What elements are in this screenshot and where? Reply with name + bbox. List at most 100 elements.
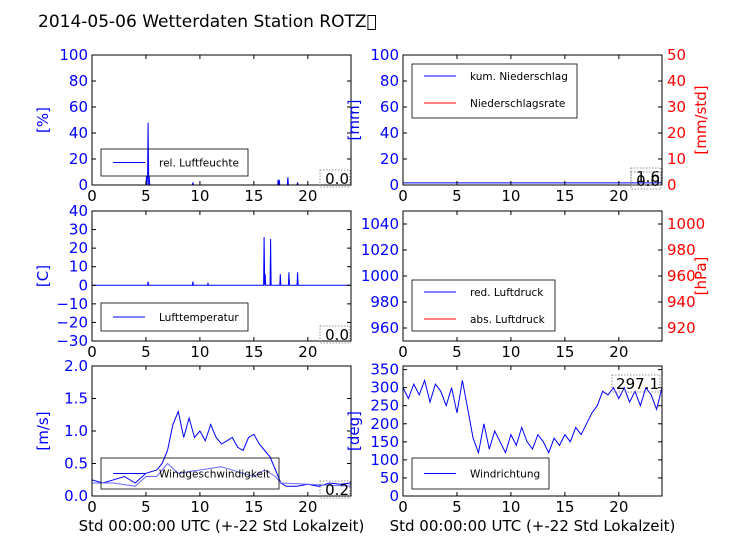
y-axis-label: [%]	[34, 107, 52, 133]
value-box-frame	[630, 167, 662, 186]
x-tick-label: 20	[298, 343, 317, 361]
x-tick-label: 15	[555, 498, 574, 516]
x-tick-label: 20	[298, 498, 317, 516]
y-tick-label: 200	[370, 415, 399, 433]
y2-tick-label: 0	[667, 176, 677, 194]
x-axis-label: Std 00:00:00 UTC (+-22 Std Lokalzeit)	[79, 517, 365, 535]
value-box-rate: 0.0	[636, 172, 660, 190]
y-tick-label: 2.0	[64, 357, 88, 375]
panel-precipitation: 0 5 10 15 20 0 20 40 60 80 100 0 10 20 30 40 50 [mm] [mm/s…	[345, 46, 710, 205]
x-tick-label: 20	[609, 187, 628, 205]
legend-label: Niederschlagsrate	[470, 98, 565, 110]
legend-box	[100, 457, 280, 490]
axes-frame	[91, 210, 352, 342]
x-tick-label: 5	[452, 498, 462, 516]
y-tick-label: 0	[389, 487, 399, 505]
y-tick-label: 20	[380, 150, 399, 168]
y2-tick-label: 50	[667, 46, 686, 64]
y-tick-label: 40	[380, 124, 399, 142]
x-tick-label: 10	[501, 187, 520, 205]
legend-label: kum. Niederschlag	[470, 71, 568, 83]
y2-tick-label: 10	[667, 150, 686, 168]
x-tick-label: 15	[244, 187, 263, 205]
value-box: 0.0	[325, 170, 349, 188]
y-axis-label: [mm]	[345, 100, 363, 141]
series-wind_speed-0	[92, 409, 351, 487]
x-tick-label: 10	[190, 343, 209, 361]
figure-title: 2014-05-06 Wetterdaten Station ROTZ 	[38, 12, 377, 32]
x-tick-label: 10	[501, 498, 520, 516]
value-box-frame	[611, 374, 661, 393]
axes-frame	[402, 365, 663, 497]
x-tick-label: 0	[87, 498, 97, 516]
y-tick-label: 20	[69, 150, 88, 168]
legend-label: Lufttemperatur	[159, 312, 239, 324]
y-tick-label: 40	[69, 124, 88, 142]
y-tick-label: 10	[69, 258, 88, 276]
axes-frame	[402, 54, 663, 186]
y-tick-label: 30	[69, 221, 88, 239]
y-tick-label: 100	[59, 46, 88, 64]
x-tick-label: 10	[190, 498, 209, 516]
x-tick-label: 15	[244, 498, 263, 516]
x-tick-label: 0	[87, 343, 97, 361]
y-tick-label: 100	[370, 451, 399, 469]
y2-tick-label: 30	[667, 98, 686, 116]
x-tick-label: 15	[244, 343, 263, 361]
y-tick-label: 350	[370, 361, 399, 379]
x-tick-label: 0	[398, 187, 408, 205]
y-tick-label: 1000	[361, 267, 399, 285]
series-temperature-0	[92, 236, 351, 286]
panel-humidity: 0 5 10 15 20 0 20 40 60 80 100 [%] rel. Luftfeuchte 0…	[34, 46, 352, 205]
y-tick-label: −20	[56, 313, 88, 331]
y2-tick-label: 980	[667, 241, 696, 259]
panel-pressure: 0 5 10 15 20 960 980 1000 1020 1040 920 940 960 980 10…	[361, 210, 710, 361]
x-tick-label: 15	[555, 343, 574, 361]
y-tick-label: 0.0	[64, 487, 88, 505]
x-axis-label: Std 00:00:00 UTC (+-22 Std Lokalzeit)	[390, 517, 676, 535]
x-tick-label: 0	[398, 343, 408, 361]
y-axis-label: [deg]	[345, 411, 363, 451]
y-tick-label: 20	[69, 239, 88, 257]
value-box-frame	[630, 171, 662, 190]
y-axis-label: [m/s]	[34, 411, 52, 450]
axes-frame	[91, 54, 352, 186]
value-box-frame	[319, 325, 351, 344]
y-axis-label: [C]	[34, 265, 52, 287]
y-tick-label: 250	[370, 397, 399, 415]
x-tick-label: 20	[609, 498, 628, 516]
y-tick-label: 100	[370, 46, 399, 64]
series-wind_speed-1	[92, 462, 351, 487]
legend-box	[411, 63, 578, 119]
y-tick-label: 1.5	[64, 390, 88, 408]
panel-wind_speed: 0 5 10 15 20 0.0 0.5 1.0 1.5 2.0 [m/s] Std 00:00:00…	[34, 357, 364, 535]
x-tick-label: 0	[398, 498, 408, 516]
legend-box	[411, 279, 556, 332]
y2-tick-label: 920	[667, 319, 696, 337]
y2-tick-label: 20	[667, 124, 686, 142]
y-tick-label: 1.0	[64, 422, 88, 440]
y2-tick-label: 1000	[667, 215, 705, 233]
value-box: 297.1	[616, 375, 659, 393]
y-tick-label: −10	[56, 295, 88, 313]
y-tick-label: 50	[380, 469, 399, 487]
panel-temperature: 0 5 10 15 20−30−20−10010203040[C]Lufttempera…	[34, 202, 352, 361]
x-tick-label: 5	[141, 187, 151, 205]
y2-axis-label: [mm/std]	[692, 85, 710, 154]
y2-tick-label: 960	[667, 267, 696, 285]
y-tick-label: 960	[370, 319, 399, 337]
x-tick-label: 15	[555, 187, 574, 205]
y-tick-label: 1020	[361, 241, 399, 259]
x-tick-label: 10	[501, 343, 520, 361]
legend-box	[100, 148, 249, 177]
value-box: 0.0	[325, 326, 349, 344]
y-tick-label: 0	[78, 176, 88, 194]
y-tick-label: 0.5	[64, 455, 88, 473]
value-box-frame	[319, 480, 351, 499]
x-tick-label: 20	[609, 343, 628, 361]
y-tick-label: 1040	[361, 215, 399, 233]
value-box-cumulative: 1.6	[636, 168, 660, 186]
x-tick-label: 0	[87, 187, 97, 205]
